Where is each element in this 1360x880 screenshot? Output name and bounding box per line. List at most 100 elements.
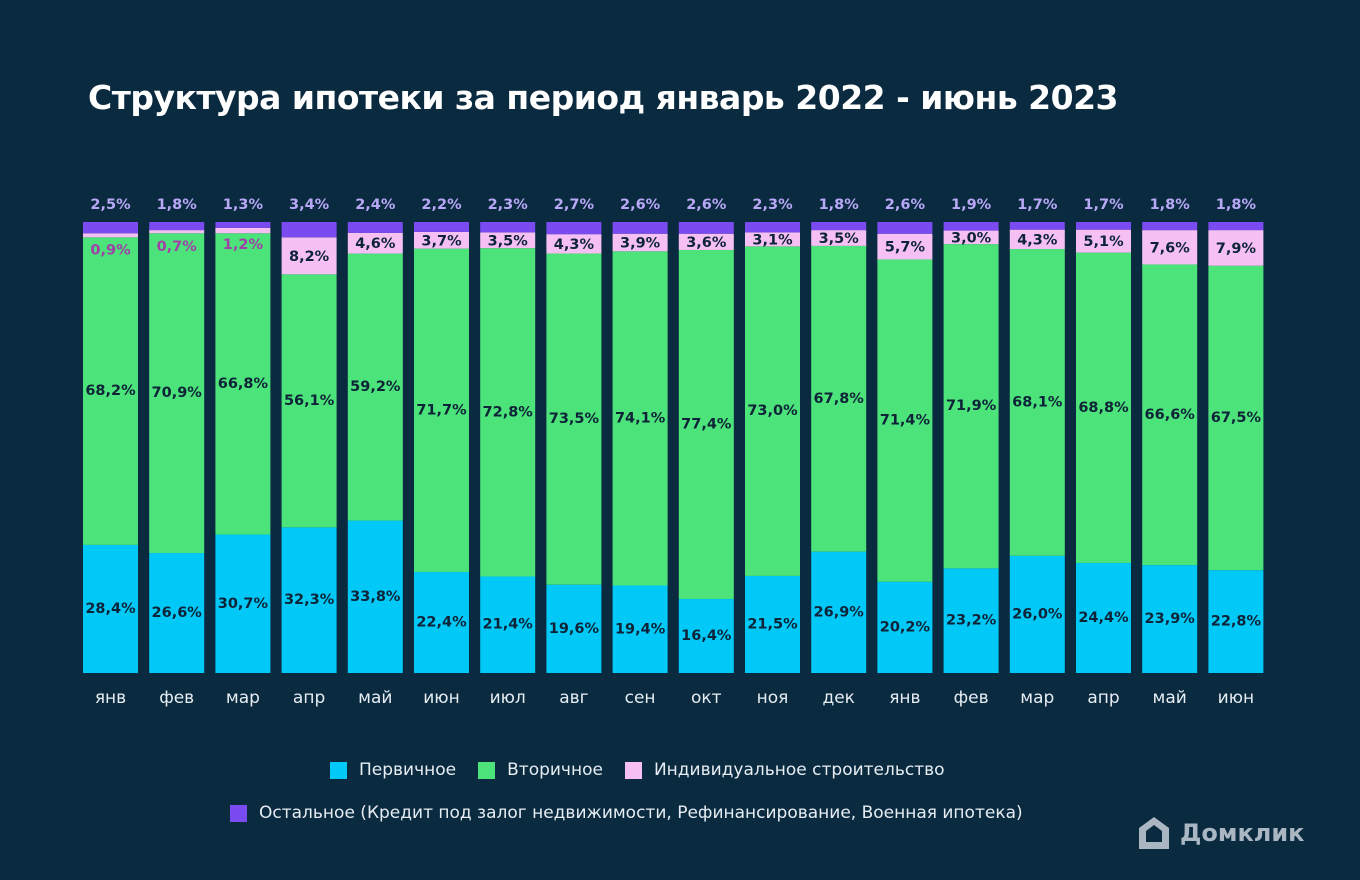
data-label-other: 2,2% bbox=[421, 197, 462, 213]
x-tick-label: апр bbox=[1087, 688, 1119, 708]
data-label-individual: 0,7% bbox=[157, 239, 198, 255]
bar-secondary bbox=[149, 233, 205, 554]
bar-primary bbox=[1208, 570, 1264, 673]
bar-other bbox=[1009, 222, 1065, 230]
bar-secondary bbox=[678, 249, 734, 600]
bar-individual bbox=[546, 234, 602, 254]
bar-secondary bbox=[281, 274, 337, 528]
bar-other bbox=[83, 222, 138, 234]
data-label-secondary: 68,1% bbox=[1012, 394, 1063, 410]
x-tick-label: июн bbox=[1218, 688, 1254, 708]
data-label-primary: 19,4% bbox=[615, 621, 666, 637]
bar-individual bbox=[1208, 230, 1264, 266]
data-label-individual: 3,6% bbox=[686, 235, 727, 251]
bar-individual bbox=[678, 233, 734, 250]
data-label-other: 3,4% bbox=[289, 197, 330, 213]
legend-label-secondary: Вторичное bbox=[507, 760, 603, 780]
bar-primary bbox=[414, 571, 469, 673]
data-label-individual: 8,2% bbox=[289, 249, 330, 265]
bar-other bbox=[1208, 222, 1264, 231]
data-label-primary: 28,4% bbox=[85, 601, 136, 617]
data-label-secondary: 67,5% bbox=[1211, 410, 1262, 426]
data-label-other: 1,8% bbox=[1150, 197, 1191, 213]
chart-title: Структура ипотеки за период январь 2022 … bbox=[88, 78, 1119, 117]
bar-individual bbox=[943, 230, 999, 245]
x-tick-label: фев bbox=[159, 688, 194, 708]
bar-individual bbox=[414, 231, 469, 249]
bar-secondary bbox=[414, 248, 469, 572]
data-label-individual: 3,1% bbox=[752, 232, 793, 248]
x-tick-label: авг bbox=[559, 688, 588, 708]
legend-item-secondary: Вторичное bbox=[478, 760, 603, 780]
data-label-individual: 3,5% bbox=[488, 233, 529, 249]
x-tick-label: мар bbox=[226, 688, 260, 708]
data-label-secondary: 66,8% bbox=[218, 376, 269, 392]
bar-secondary bbox=[1208, 265, 1264, 571]
x-tick-label: ноя bbox=[757, 688, 789, 708]
data-label-other: 2,5% bbox=[90, 197, 131, 213]
x-tick-label: дек bbox=[822, 688, 854, 708]
data-label-primary: 22,4% bbox=[416, 614, 467, 630]
data-label-individual: 3,7% bbox=[421, 233, 462, 249]
legend-row-2: Остальное (Кредит под залог недвижимости… bbox=[230, 803, 1045, 823]
bar-other bbox=[678, 222, 734, 234]
x-tick-label: фев bbox=[954, 688, 989, 708]
data-label-other: 1,7% bbox=[1017, 197, 1058, 213]
data-label-individual: 3,0% bbox=[951, 230, 992, 246]
data-label-primary: 16,4% bbox=[681, 628, 732, 644]
data-label-other: 1,8% bbox=[819, 197, 860, 213]
bar-primary bbox=[83, 544, 138, 673]
bar-other bbox=[745, 222, 800, 233]
bar-secondary bbox=[83, 237, 138, 545]
bar-other bbox=[811, 222, 867, 231]
data-label-primary: 21,4% bbox=[483, 617, 534, 633]
bar-other bbox=[149, 222, 205, 231]
legend-swatch-other bbox=[230, 804, 247, 822]
data-label-primary: 32,3% bbox=[284, 592, 335, 608]
x-tick-label: май bbox=[1153, 688, 1187, 708]
bar-secondary bbox=[546, 253, 602, 585]
house-logo-icon bbox=[1139, 817, 1169, 849]
bar-primary bbox=[1142, 565, 1198, 673]
x-tick-label: апр bbox=[293, 688, 325, 708]
data-label-secondary: 72,8% bbox=[483, 404, 534, 420]
data-label-individual: 4,6% bbox=[355, 236, 396, 252]
bar-primary bbox=[877, 581, 933, 673]
bar-other bbox=[612, 222, 668, 234]
legend-item-primary: Первичное bbox=[330, 760, 456, 780]
bar-other bbox=[480, 222, 536, 233]
data-label-secondary: 67,8% bbox=[814, 391, 865, 407]
data-label-primary: 23,9% bbox=[1145, 611, 1196, 627]
x-tick-label: окт bbox=[691, 688, 722, 708]
data-label-primary: 19,6% bbox=[549, 621, 600, 637]
bar-individual bbox=[281, 237, 337, 275]
bar-secondary bbox=[215, 233, 271, 535]
bar-secondary bbox=[811, 245, 867, 552]
data-label-other: 2,6% bbox=[686, 197, 727, 213]
data-label-individual: 5,7% bbox=[885, 240, 926, 256]
stacked-bar-chart: 28,4% 68,2% 0,9% 2,5% янв 26,6% 70,9% 0,7% 1,8% ф… bbox=[83, 197, 1264, 708]
x-tick-label: май bbox=[358, 688, 392, 708]
bar-other bbox=[1142, 222, 1198, 231]
data-label-individual: 3,9% bbox=[620, 236, 661, 252]
bar-individual bbox=[1142, 230, 1198, 265]
data-label-individual: 7,6% bbox=[1150, 240, 1191, 256]
data-label-secondary: 77,4% bbox=[681, 416, 732, 432]
bar-secondary bbox=[1009, 249, 1065, 556]
legend-label-individual: Индивидуальное строительство bbox=[653, 760, 945, 780]
data-label-primary: 30,7% bbox=[218, 596, 269, 612]
bar-primary bbox=[281, 527, 337, 673]
bar-primary bbox=[149, 553, 205, 673]
data-label-secondary: 71,4% bbox=[880, 413, 931, 429]
data-label-primary: 26,6% bbox=[152, 605, 203, 621]
data-label-individual: 7,9% bbox=[1216, 241, 1257, 257]
bar-other bbox=[215, 222, 271, 228]
bar-primary bbox=[943, 568, 999, 673]
bar-individual bbox=[877, 233, 933, 260]
bar-secondary bbox=[612, 251, 668, 586]
logo-text: Домклик bbox=[1180, 819, 1305, 847]
data-label-other: 2,7% bbox=[554, 197, 595, 213]
bar-primary bbox=[745, 575, 800, 673]
bar-individual bbox=[1009, 229, 1065, 250]
